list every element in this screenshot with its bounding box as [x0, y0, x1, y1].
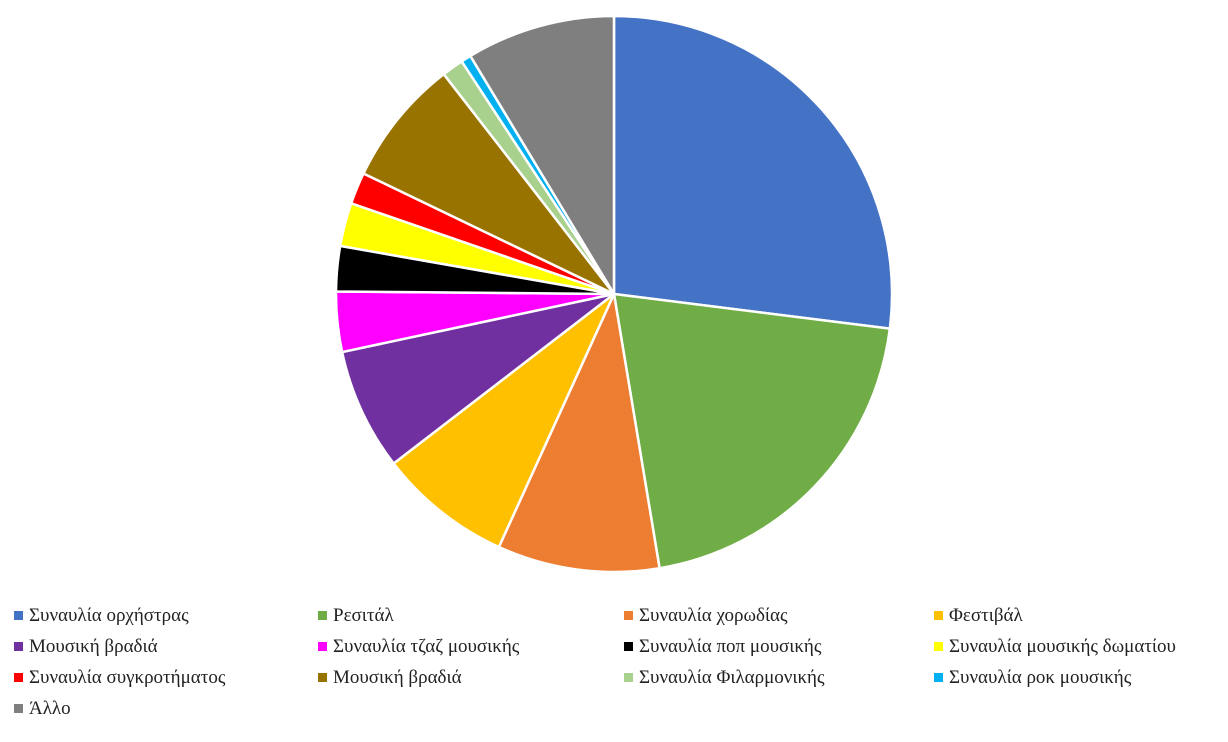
legend-swatch — [14, 642, 23, 651]
legend-swatch — [318, 673, 327, 682]
legend-label: Φεστιβάλ — [949, 605, 1023, 626]
legend-swatch — [934, 611, 943, 620]
legend-item-10: Μουσική βραδιά — [318, 668, 624, 687]
legend-label: Συναυλία Φιλαρμονικής — [639, 667, 825, 688]
legend-label: Συναυλία ορχήστρας — [29, 605, 189, 626]
legend-swatch — [14, 704, 23, 713]
legend-swatch — [934, 642, 943, 651]
legend-item-3: Συναυλία χορωδίας — [624, 606, 934, 625]
legend-label: Μουσική βραδιά — [333, 667, 462, 688]
legend-item-11: Συναυλία Φιλαρμονικής — [624, 668, 934, 687]
legend-label: Συναυλία τζαζ μουσικής — [333, 636, 520, 657]
legend-item-6: Συναυλία τζαζ μουσικής — [318, 637, 624, 656]
legend-item-8: Συναυλία μουσικής δωματίου — [934, 637, 1228, 656]
legend-swatch — [624, 642, 633, 651]
legend-item-12: Συναυλία ροκ μουσικής — [934, 668, 1228, 687]
legend-label: Συναυλία ποπ μουσικής — [639, 636, 822, 657]
legend-swatch — [14, 673, 23, 682]
pie-slice-10 — [362, 72, 616, 296]
legend-item-1: Συναυλία ορχήστρας — [14, 606, 318, 625]
legend-item-9: Συναυλία συγκροτήματος — [14, 668, 318, 687]
legend-swatch — [624, 611, 633, 620]
pie-slice-3 — [497, 292, 661, 574]
pie-slice-13 — [469, 14, 616, 296]
pie-chart — [334, 14, 894, 574]
legend-label: Συναυλία συγκροτήματος — [29, 667, 226, 688]
legend-label: Μουσική βραδιά — [29, 636, 158, 657]
legend-swatch — [14, 611, 23, 620]
legend-swatch — [934, 673, 943, 682]
legend-label: Συναυλία χορωδίας — [639, 605, 788, 626]
legend-swatch — [318, 642, 327, 651]
legend-label: Συναυλία μουσικής δωματίου — [949, 636, 1176, 657]
legend-swatch — [624, 673, 633, 682]
legend-item-2: Ρεσιτάλ — [318, 606, 624, 625]
pie-slice-5 — [340, 292, 616, 465]
legend-item-5: Μουσική βραδιά — [14, 637, 318, 656]
legend-item-13: Άλλο — [14, 699, 318, 718]
legend-label: Ρεσιτάλ — [333, 605, 394, 626]
pie-slice-1 — [612, 14, 894, 330]
legend-label: Συναυλία ροκ μουσικής — [949, 667, 1132, 688]
legend-label: Άλλο — [29, 698, 71, 719]
pie-slice-2 — [612, 292, 892, 570]
chart-legend: Συναυλία ορχήστρας Ρεσιτάλ Συναυλία χορωδί… — [14, 600, 1228, 724]
pie-slice-4 — [392, 292, 616, 549]
legend-item-7: Συναυλία ποπ μουσικής — [624, 637, 934, 656]
legend-swatch — [318, 611, 327, 620]
legend-item-4: Φεστιβάλ — [934, 606, 1228, 625]
